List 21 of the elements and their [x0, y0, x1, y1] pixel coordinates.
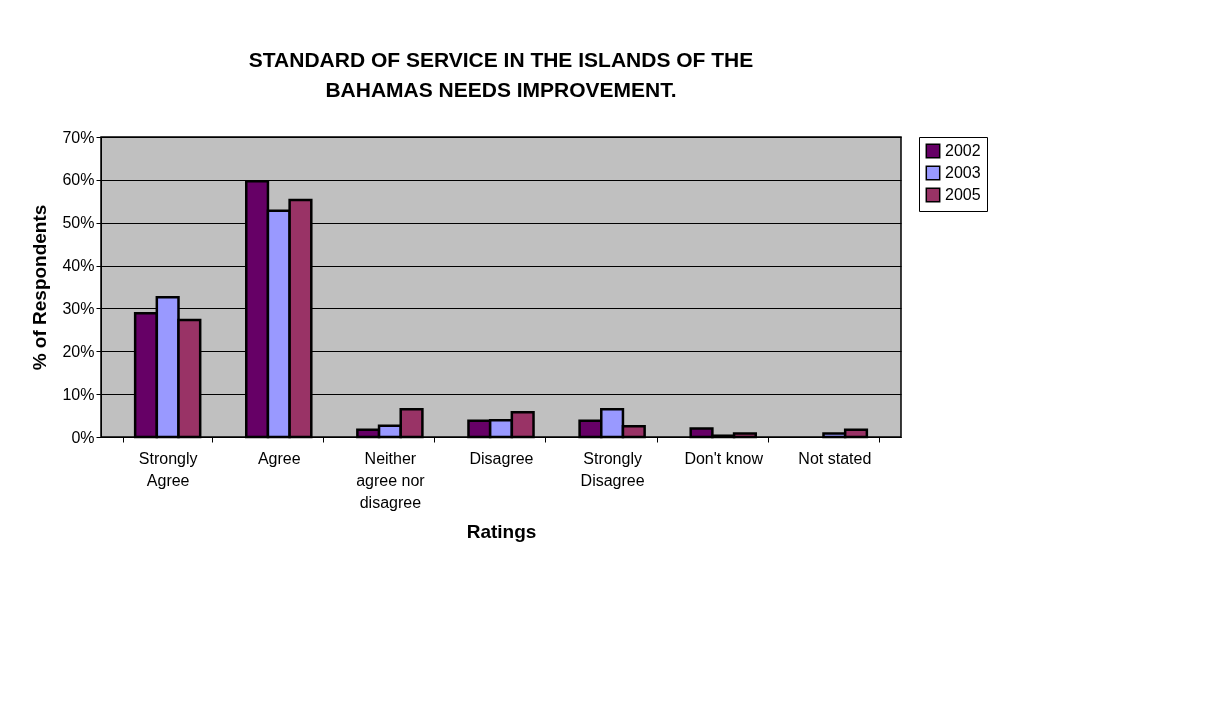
- x-tick-label: Agree: [257, 449, 301, 467]
- x-tick-label: Strongly Agree: [138, 449, 198, 489]
- x-tick-label: Strongly Disagree: [580, 449, 645, 489]
- legend-label: 2002: [945, 142, 981, 159]
- y-tick-label: 70%: [62, 128, 95, 146]
- legend-label: 2003: [945, 164, 981, 181]
- y-tick-label: 30%: [62, 299, 95, 317]
- legend-label: 2005: [945, 186, 981, 203]
- chart-title: STANDARD OF SERVICE IN THE ISLANDS OF THE BAHAMAS NEEDS IMPROVEMENT.: [248, 48, 754, 101]
- y-tick-label: 0%: [71, 428, 95, 446]
- y-tick-label: 50%: [62, 214, 95, 232]
- y-axis-title: % of Respondents: [29, 204, 51, 371]
- x-tick-label: Not stated: [798, 449, 872, 467]
- x-tick-label: Neither agree nor disagree: [356, 449, 426, 511]
- x-axis-title: Ratings: [466, 520, 537, 542]
- y-tick-label: 40%: [62, 257, 95, 275]
- y-tick-label: 60%: [62, 171, 95, 189]
- y-tick-label: 10%: [62, 385, 95, 403]
- x-tick-label: Disagree: [469, 449, 534, 467]
- x-tick-label: Don't know: [684, 449, 764, 467]
- y-tick-label: 20%: [62, 342, 95, 360]
